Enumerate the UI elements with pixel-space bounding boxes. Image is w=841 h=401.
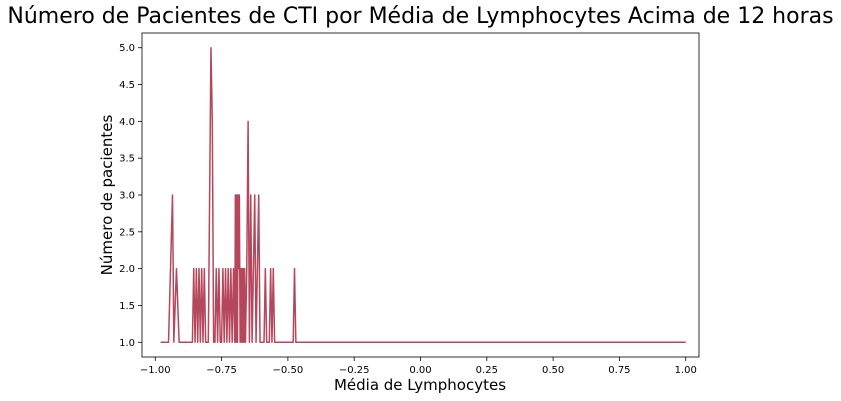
y-tick-label: 2.0 — [119, 264, 135, 275]
y-tick-label: 4.5 — [119, 80, 135, 91]
x-axis: −1.00 −0.75 −0.50 −0.25 0.00 0.25 0.50 0.75 1.00 — [140, 357, 697, 376]
chart-title: Número de Pacientes de CTI por Média de … — [7, 4, 834, 29]
x-tick-label: −0.75 — [206, 365, 237, 376]
y-tick-label: 4.0 — [119, 117, 135, 128]
y-axis-label: Número de pacientes — [98, 114, 116, 275]
series-line — [160, 46, 686, 344]
x-tick-label: −0.50 — [273, 365, 304, 376]
y-tick-label: 2.5 — [119, 227, 135, 238]
y-tick-label: 3.0 — [119, 191, 135, 202]
y-tick-label: 1.0 — [119, 338, 135, 349]
y-tick-label: 3.5 — [119, 154, 135, 165]
y-axis: 1.0 1.5 2.0 2.5 3.0 3.5 4.0 4.5 5.0 — [119, 43, 142, 349]
x-tick-label: 0.00 — [409, 365, 431, 376]
x-tick-label: 0.25 — [476, 365, 498, 376]
x-tick-label: 0.50 — [542, 365, 564, 376]
y-tick-label: 1.5 — [119, 301, 135, 312]
x-tick-label: −1.00 — [140, 365, 171, 376]
x-axis-label: Média de Lymphocytes — [334, 376, 506, 394]
x-tick-label: 0.75 — [608, 365, 630, 376]
x-tick-label: −0.25 — [339, 365, 370, 376]
y-tick-label: 5.0 — [119, 43, 135, 54]
x-tick-label: 1.00 — [675, 365, 697, 376]
